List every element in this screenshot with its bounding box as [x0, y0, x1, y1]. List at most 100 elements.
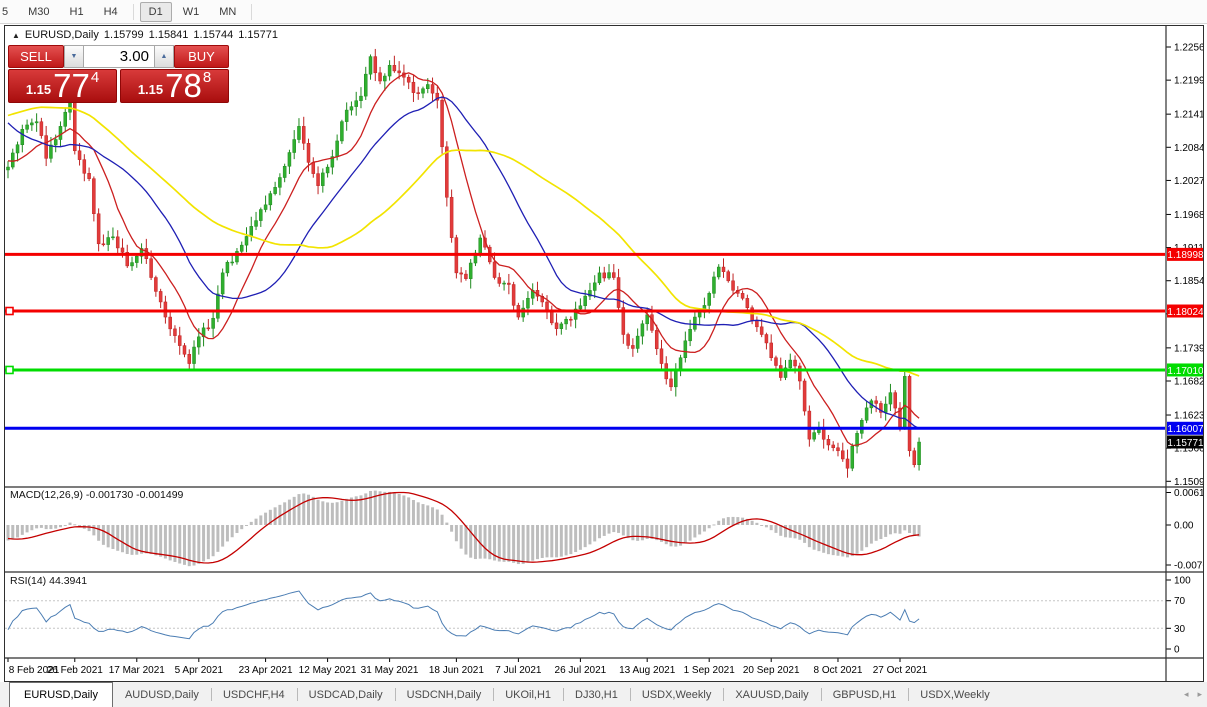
sma-10-line [7, 72, 920, 447]
spinner-down-icon: ▼ [70, 53, 78, 60]
timeframe-button-h4[interactable]: H4 [103, 5, 118, 18]
sell-price-prefix: 1.15 [25, 82, 52, 97]
moving-averages-layer [7, 72, 920, 447]
price-tick-label: 1.16820 [1174, 377, 1204, 388]
buy-price-big-digits: 78 [165, 67, 202, 104]
rsi-tick-label: 0 [1174, 645, 1180, 656]
timeframe-button-m30[interactable]: M30 [28, 5, 50, 18]
tab-usdcad-daily[interactable]: USDCAD,Daily [296, 682, 395, 707]
tab-usdchf-h4[interactable]: USDCHF,H4 [210, 682, 297, 707]
tab-audusd-daily[interactable]: AUDUSD,Daily [124, 688, 199, 701]
price-tick-label: 1.21410 [1174, 110, 1204, 121]
rsi-indicator-label: RSI(14) 44.3941 [10, 575, 87, 587]
hline-price-badge: 1.18024 [1167, 304, 1204, 318]
chart-title: ▲ EURUSD,Daily 1.15799 1.15841 1.15744 1… [12, 29, 278, 41]
volume-input[interactable]: 3.00 [84, 45, 154, 68]
rsi-pane [5, 590, 1165, 640]
macd-pane [6, 490, 921, 567]
buy-price-prefix: 1.15 [137, 82, 164, 97]
tab-usdcnh-daily[interactable]: USDCNH,Daily [394, 682, 494, 707]
date-tick-label: 26 Feb 2021 [47, 665, 104, 676]
svg-text:1.18998: 1.18998 [1167, 250, 1204, 261]
chart-tab-bar: EURUSD,Daily AUDUSD,Daily USDCHF,H4 USDC… [0, 682, 1207, 707]
sell-price-display[interactable]: 1.15 77 4 [8, 69, 117, 103]
candles-layer [6, 48, 921, 478]
sma-25-line [7, 96, 920, 429]
tab-gbpusd-h1[interactable]: GBPUSD,H1 [820, 682, 909, 707]
timeframe-button-w1[interactable]: W1 [182, 5, 200, 18]
ohlc-low: 1.15744 [193, 29, 234, 41]
date-tick-label: 12 May 2021 [299, 665, 357, 676]
rsi-tick-label: 100 [1174, 576, 1191, 587]
tab-ukoil-h1[interactable]: UKOil,H1 [493, 682, 563, 707]
date-tick-label: 7 Jul 2021 [495, 665, 542, 676]
date-tick-label: 8 Oct 2021 [814, 665, 863, 676]
volume-increase-button[interactable]: ▲ [154, 45, 174, 68]
date-tick-label: 8 Feb 2021 [9, 665, 60, 676]
tab-eurusd-daily[interactable]: EURUSD,Daily [9, 682, 113, 707]
rsi-tick-label: 70 [1174, 596, 1186, 607]
price-tick-label: 1.20270 [1174, 176, 1204, 187]
macd-indicator-label: MACD(12,26,9) -0.001730 -0.001499 [10, 489, 183, 501]
date-tick-label: 23 Apr 2021 [239, 665, 293, 676]
date-tick-label: 27 Oct 2021 [873, 665, 928, 676]
volume-decrease-button[interactable]: ▼ [64, 45, 84, 68]
price-tick-label: 1.18545 [1174, 276, 1204, 287]
macd-tick-label: -0.007621 [1174, 561, 1204, 572]
price-tick-label: 1.16235 [1174, 411, 1204, 422]
timeframe-button-m5[interactable]: 5 [2, 5, 9, 18]
tab-usdx-weekly-2[interactable]: USDX,Weekly [908, 682, 1001, 707]
tab-usdx-weekly[interactable]: USDX,Weekly [629, 682, 723, 707]
price-tick-label: 1.19685 [1174, 210, 1204, 221]
timeframe-toolbar: 5 M30 H1 H4 D1 W1 MN [0, 0, 1207, 24]
hline-marker-icon[interactable] [5, 365, 14, 375]
hline-price-badge: 1.16007 [1167, 421, 1204, 435]
tab-dj30-h1[interactable]: DJ30,H1 [563, 682, 630, 707]
price-tick-label: 1.20840 [1174, 143, 1204, 154]
hline-price-badge: 1.18998 [1167, 247, 1204, 261]
sma-50-line [7, 106, 920, 377]
rsi-tick-label: 30 [1174, 624, 1186, 635]
timeframe-button-mn[interactable]: MN [219, 5, 237, 18]
tab-scroll-left-icon[interactable]: ◂ [1183, 689, 1189, 699]
macd-tick-label: 0.00 [1174, 521, 1194, 532]
date-tick-label: 31 May 2021 [361, 665, 419, 676]
price-tick-label: 1.15665 [1174, 444, 1204, 455]
toolbar-separator [251, 3, 253, 20]
sell-price-big-digits: 77 [53, 67, 90, 104]
buy-button[interactable]: BUY [174, 45, 229, 68]
spinner-up-icon: ▲ [160, 53, 168, 60]
buy-price-display[interactable]: 1.15 78 8 [120, 69, 229, 103]
ohlc-open: 1.15799 [103, 29, 144, 41]
tab-scroll-right-icon[interactable]: ▸ [1197, 689, 1202, 699]
date-tick-label: 5 Apr 2021 [175, 665, 224, 676]
tab-xauusd-daily[interactable]: XAUUSD,Daily [723, 682, 820, 707]
price-tick-label: 1.17390 [1174, 343, 1204, 354]
rsi-name: RSI(14) [10, 575, 47, 587]
ohlc-close: 1.15771 [238, 29, 278, 41]
sell-price-pip-digit: 4 [90, 69, 100, 86]
price-chart-canvas[interactable]: 1.22565 1.21995 1.21410 1.20840 1.20270 1.196… [4, 25, 1204, 682]
collapse-triangle-icon[interactable]: ▲ [12, 30, 20, 40]
date-tick-label: 13 Aug 2021 [619, 665, 676, 676]
date-tick-label: 18 Jun 2021 [429, 665, 484, 676]
svg-text:1.17010: 1.17010 [1167, 366, 1204, 377]
date-tick-label: 17 Mar 2021 [109, 665, 166, 676]
date-tick-label: 1 Sep 2021 [684, 665, 736, 676]
timeframe-button-h1[interactable]: H1 [69, 5, 84, 18]
date-tick-label: 20 Sep 2021 [743, 665, 800, 676]
sell-button[interactable]: SELL [8, 45, 64, 68]
hline-marker-icon[interactable] [5, 306, 14, 316]
one-click-trade-panel: SELL ▼ 3.00 ▲ BUY 1.15 77 4 1.15 78 8 [8, 45, 229, 103]
macd-signal-line [7, 491, 920, 564]
price-tick-label: 1.22565 [1174, 43, 1204, 54]
rsi-line [7, 590, 920, 640]
toolbar-separator [132, 3, 134, 20]
svg-text:1.18024: 1.18024 [1167, 307, 1204, 318]
macd-name: MACD(12,26,9) [10, 489, 83, 501]
timeframe-button-d1[interactable]: D1 [139, 1, 172, 22]
macd-current-values: -0.001730 -0.001499 [85, 489, 184, 501]
svg-text:1.16007: 1.16007 [1167, 424, 1204, 435]
hline-price-badge: 1.17010 [1167, 363, 1204, 377]
